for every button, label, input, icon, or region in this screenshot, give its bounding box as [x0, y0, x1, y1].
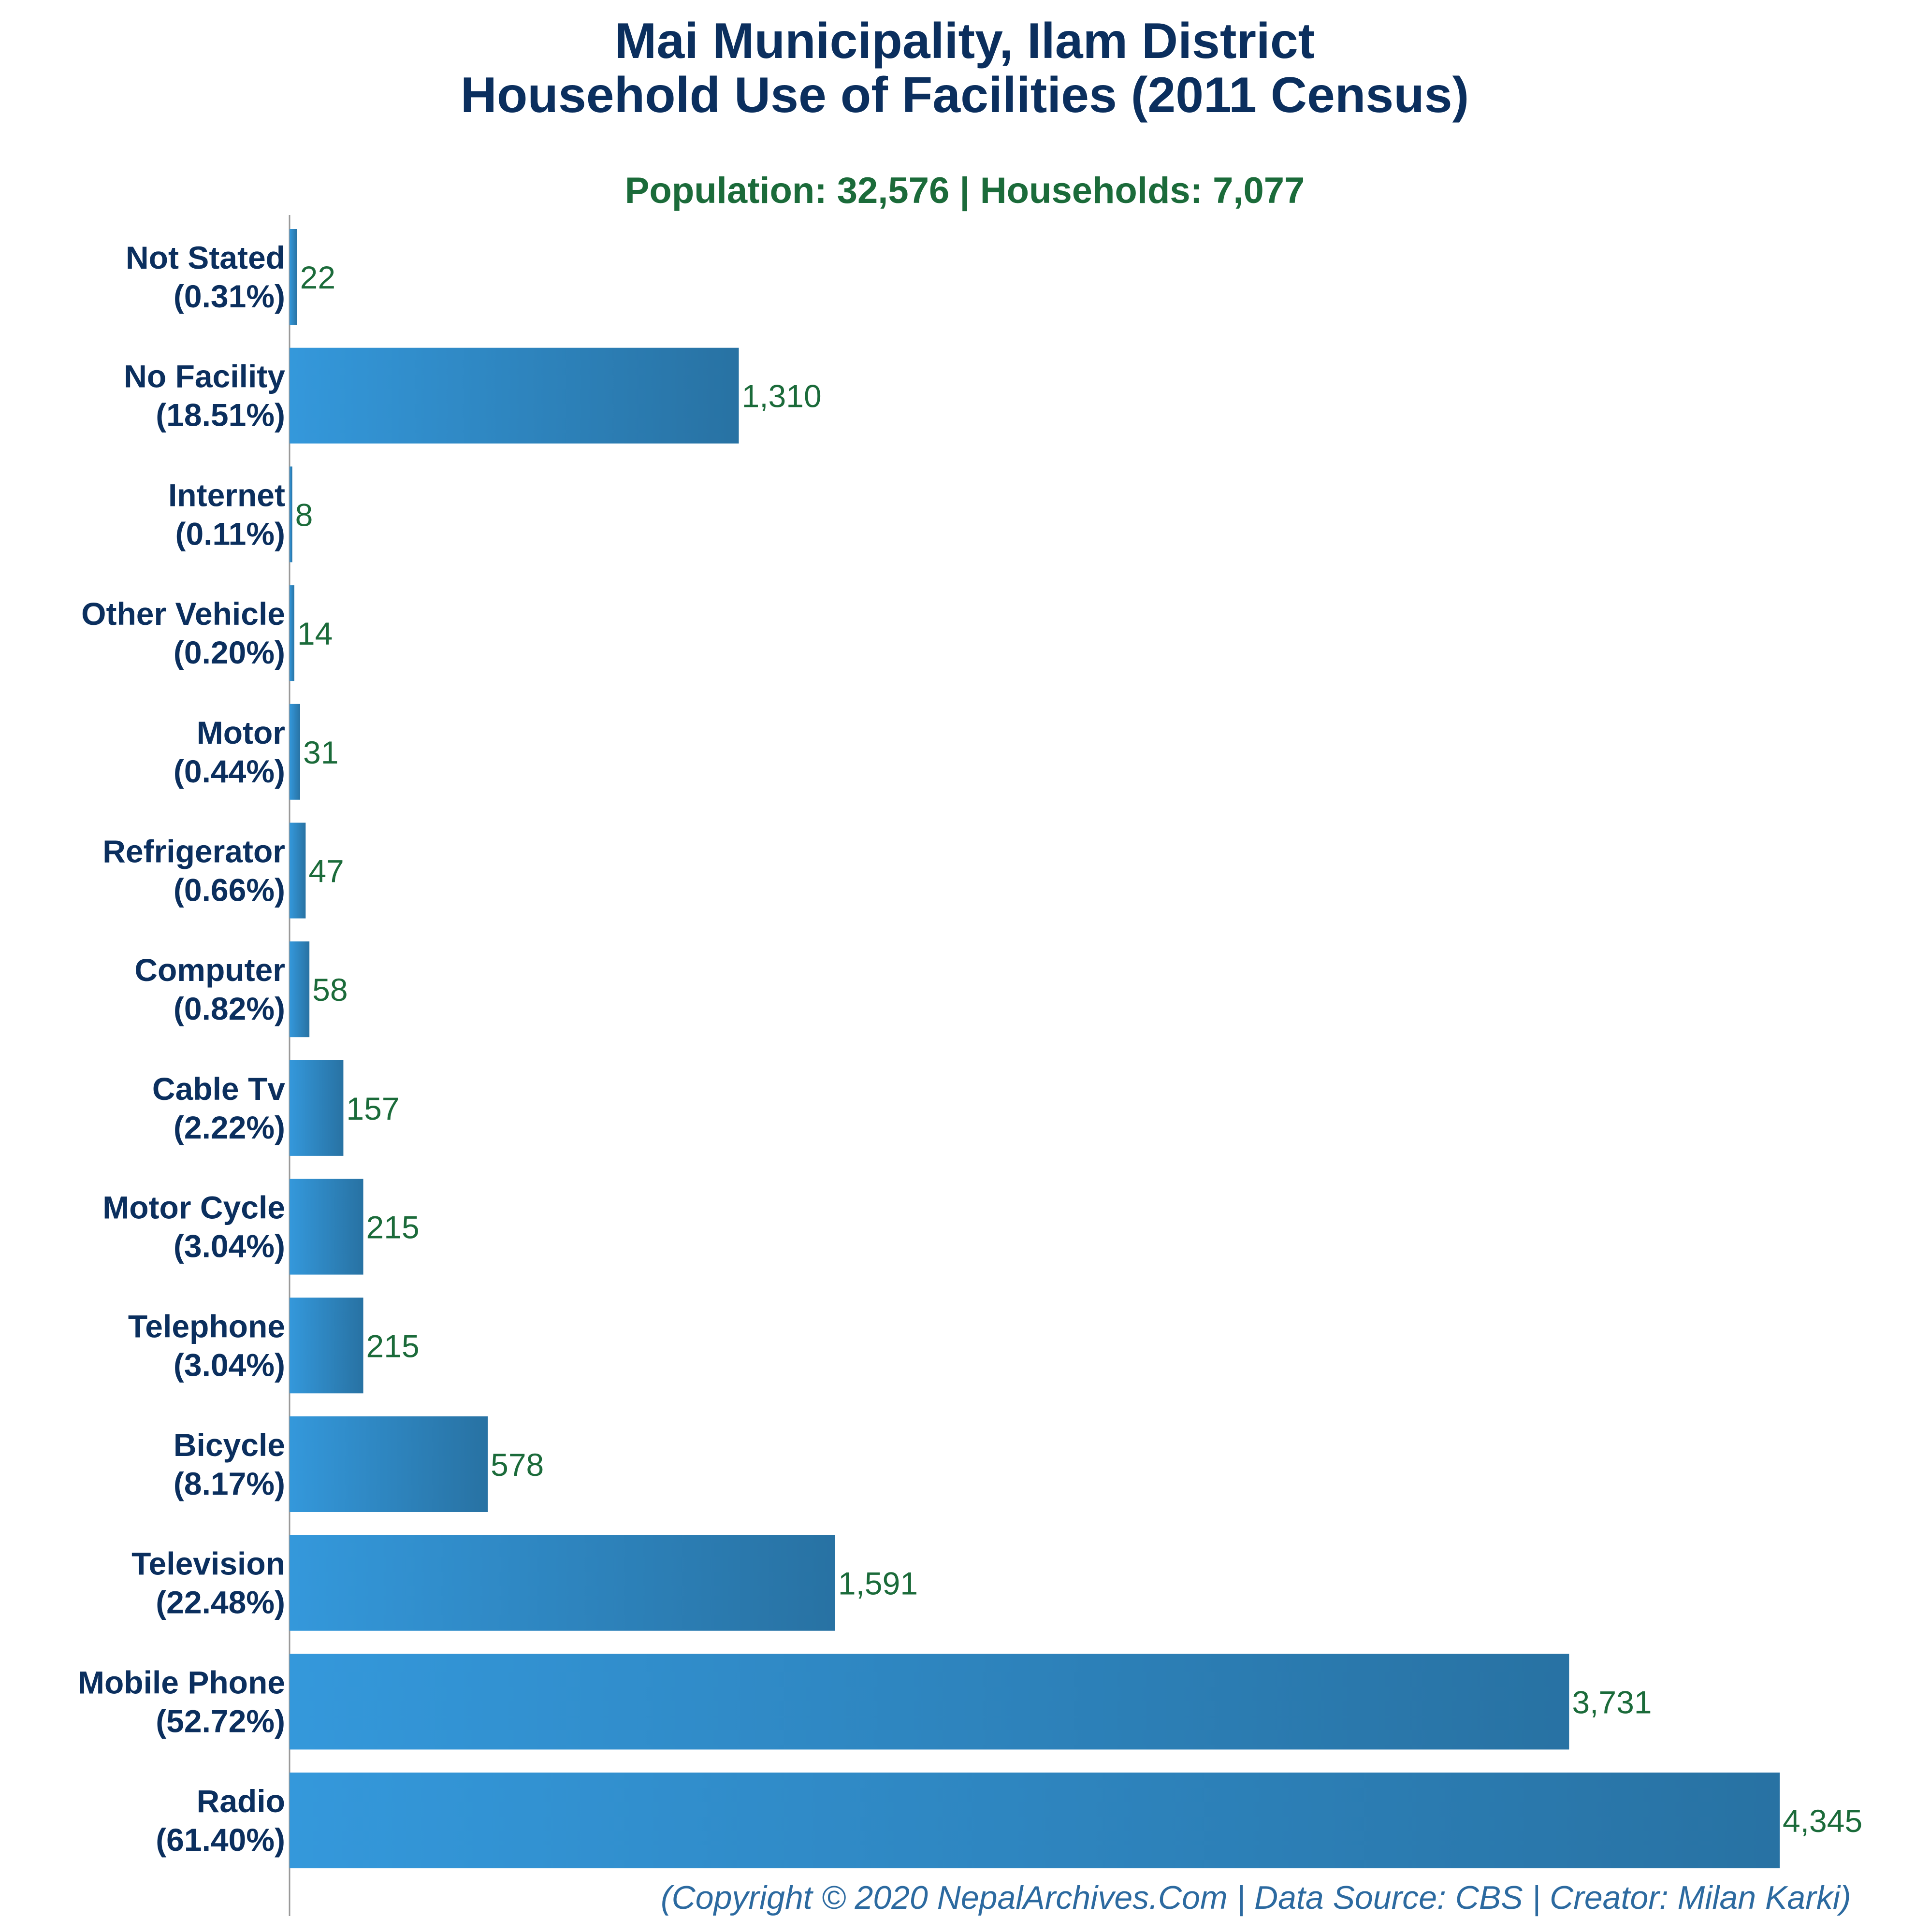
value-label: 3,731: [1572, 1684, 1652, 1720]
chart-subtitle: Population: 32,576 | Households: 7,077: [625, 170, 1305, 212]
bar-mobile-phone: [290, 1654, 1569, 1750]
category-label: Cable Tv: [152, 1071, 285, 1107]
bar-motor: [290, 704, 300, 800]
value-label: 157: [346, 1091, 399, 1126]
category-label: Refrigerator: [102, 834, 285, 869]
bar-television: [290, 1535, 835, 1631]
value-label: 4,345: [1783, 1803, 1862, 1839]
value-label: 47: [308, 853, 344, 889]
value-label: 58: [312, 972, 348, 1008]
category-percent-label: (0.66%): [174, 872, 285, 908]
bars-layer: 22 Not Stated(0.31%) 1,310 No Facility(18.5…: [78, 229, 1862, 1869]
category-percent-label: (61.40%): [156, 1822, 285, 1858]
bar-radio: [290, 1773, 1780, 1869]
category-percent-label: (0.44%): [174, 753, 285, 789]
chart-title-line1: Mai Municipality, Ilam District: [615, 13, 1315, 69]
category-percent-label: (0.82%): [174, 991, 285, 1026]
category-label: Bicycle: [174, 1427, 285, 1463]
category-label: Computer: [134, 952, 285, 988]
chart-title-line2: Household Use of Facilities (2011 Census…: [461, 67, 1469, 123]
category-label: Mobile Phone: [78, 1664, 285, 1700]
category-percent-label: (2.22%): [174, 1110, 285, 1145]
bar-motor-cycle: [290, 1179, 363, 1275]
value-label: 1,591: [838, 1566, 918, 1601]
value-label: 14: [297, 616, 333, 651]
value-label: 8: [295, 497, 313, 533]
bar-no-facility: [290, 347, 739, 444]
bar-telephone: [290, 1298, 363, 1394]
bar-not-stated: [290, 229, 297, 325]
category-percent-label: (0.11%): [175, 516, 285, 551]
value-label: 31: [303, 735, 338, 770]
value-label: 578: [491, 1447, 544, 1483]
category-label: Motor: [197, 715, 285, 750]
value-label: 215: [366, 1328, 420, 1364]
bar-other-vehicle: [290, 585, 294, 681]
category-label: Internet: [168, 477, 285, 513]
category-label: Other Vehicle: [81, 596, 285, 632]
value-label: 1,310: [742, 378, 822, 414]
value-label: 22: [300, 260, 335, 295]
category-label: Television: [131, 1546, 285, 1582]
category-percent-label: (22.48%): [156, 1585, 285, 1620]
category-percent-label: (0.20%): [174, 634, 285, 670]
category-label: Telephone: [128, 1308, 285, 1344]
category-percent-label: (8.17%): [174, 1466, 285, 1501]
category-label: Not Stated: [126, 240, 285, 275]
category-percent-label: (0.31%): [174, 278, 285, 314]
value-label: 215: [366, 1210, 420, 1245]
bar-internet: [290, 466, 292, 562]
chart-footer: (Copyright © 2020 NepalArchives.Com | Da…: [661, 1879, 1851, 1916]
bar-cable-tv: [290, 1060, 344, 1156]
category-percent-label: (3.04%): [174, 1228, 285, 1264]
category-label: No Facility: [124, 359, 285, 394]
category-label: Radio: [197, 1783, 285, 1819]
bar-refrigerator: [290, 822, 306, 919]
category-percent-label: (3.04%): [174, 1347, 285, 1383]
bar-bicycle: [290, 1416, 488, 1512]
category-label: Motor Cycle: [102, 1190, 285, 1226]
bar-computer: [290, 941, 310, 1038]
category-percent-label: (52.72%): [156, 1703, 285, 1739]
category-percent-label: (18.51%): [156, 397, 285, 433]
